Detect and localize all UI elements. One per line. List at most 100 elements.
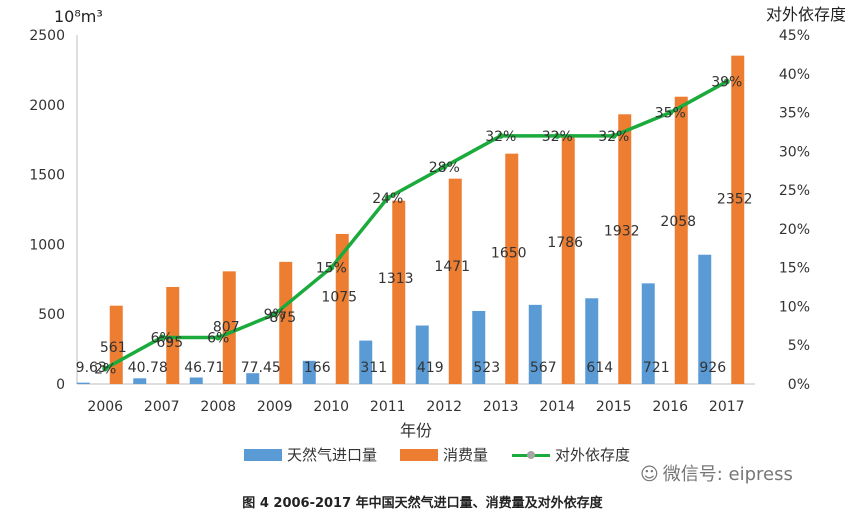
legend-label-import: 天然气进口量: [287, 446, 378, 464]
data-label-consumption: 1075: [321, 289, 357, 305]
legend-label-dependency: 对外依存度: [555, 446, 631, 464]
data-label-consumption: 807: [213, 319, 240, 335]
data-label-consumption: 561: [100, 340, 127, 356]
data-label-dependency: 6%: [151, 330, 173, 346]
data-label-consumption: 1932: [604, 224, 640, 240]
legend-item-consumption: 消费量: [400, 444, 488, 465]
y2-tick-label: 25%: [779, 183, 810, 199]
data-label-dependency: 32%: [598, 129, 629, 145]
data-label-dependency: 6%: [207, 330, 229, 346]
legend-swatch-dependency: [512, 449, 550, 461]
line-point-dependency: [158, 334, 165, 341]
y-tick-label: 1500: [29, 168, 65, 184]
y2-tick-label: 45%: [779, 28, 810, 44]
line-point-dependency: [497, 132, 504, 139]
y2-tick-label: 35%: [779, 106, 810, 122]
data-label-consumption: 1786: [547, 235, 583, 251]
legend-label-consumption: 消费量: [443, 446, 489, 464]
data-label-import: 419: [417, 360, 444, 376]
x-tick-label: 2013: [483, 399, 519, 415]
y2-tick-label: 0%: [788, 377, 810, 393]
x-tick-label: 2007: [144, 399, 180, 415]
line-dependency: [104, 79, 728, 371]
bar-import: [472, 310, 486, 384]
y-axis-title: 10⁸m³: [54, 7, 103, 26]
bar-import: [76, 382, 90, 384]
data-label-consumption: 2058: [660, 214, 696, 230]
x-tick-label: 2014: [539, 399, 575, 415]
data-label-import: 40.78: [128, 360, 168, 376]
data-label-dependency: 28%: [429, 160, 460, 176]
data-label-dependency: 15%: [316, 261, 347, 277]
legend-swatch-consumption: [400, 448, 438, 461]
line-point-dependency: [667, 109, 674, 116]
legend-item-import: 天然气进口量: [244, 444, 377, 465]
line-point-dependency: [328, 264, 335, 271]
watermark: ☺ 微信号: eipress: [640, 460, 793, 486]
bar-consumption: [448, 178, 462, 384]
data-label-dependency: 32%: [542, 129, 573, 145]
data-label-import: 567: [530, 360, 557, 376]
bar-consumption: [731, 55, 745, 385]
x-tick-label: 2016: [652, 399, 688, 415]
data-label-import: 614: [586, 360, 613, 376]
y2-axis-title: 对外依存度: [766, 5, 845, 24]
wechat-icon: ☺: [640, 464, 659, 485]
y-tick-label: 500: [38, 307, 65, 323]
data-label-dependency: 9%: [264, 307, 286, 323]
x-axis-title: 年份: [400, 421, 432, 440]
line-point-dependency: [554, 132, 561, 139]
data-label-consumption: 1471: [434, 259, 470, 275]
x-tick-label: 2012: [426, 399, 462, 415]
bar-consumption: [222, 271, 236, 384]
line-point-dependency: [102, 365, 109, 372]
y2-tick-label: 15%: [779, 261, 810, 277]
y-tick-label: 2500: [29, 28, 65, 44]
y-tick-label: 2000: [29, 98, 65, 114]
bar-import: [585, 298, 599, 384]
y2-tick-label: 20%: [779, 222, 810, 238]
line-point-dependency: [271, 311, 278, 318]
y2-tick-label: 5%: [788, 338, 810, 354]
y-tick-label: 1000: [29, 237, 65, 253]
data-label-import: 311: [360, 360, 387, 376]
x-tick-label: 2009: [257, 399, 293, 415]
x-tick-label: 2017: [709, 399, 745, 415]
data-label-import: 46.71: [184, 360, 224, 376]
line-point-dependency: [215, 334, 222, 341]
bar-consumption: [505, 153, 519, 384]
bar-import: [641, 283, 655, 384]
bar-import: [189, 377, 203, 384]
bar-import: [133, 378, 147, 384]
data-label-consumption: 875: [269, 310, 296, 326]
figure-caption: 图 4 2006-2017 年中国天然气进口量、消费量及对外依存度: [242, 496, 603, 511]
bar-consumption: [279, 261, 293, 384]
line-point-dependency: [441, 163, 448, 170]
data-label-consumption: 1313: [378, 271, 414, 287]
bar-consumption: [674, 96, 688, 385]
bar-import: [302, 360, 316, 384]
line-point-dependency: [610, 132, 617, 139]
data-label-dependency: 24%: [372, 191, 403, 207]
line-point-dependency: [384, 194, 391, 201]
bar-consumption: [392, 200, 406, 384]
data-label-dependency: 39%: [711, 75, 742, 91]
bar-import: [698, 254, 712, 384]
legend-swatch-import: [244, 448, 282, 461]
bar-import: [246, 373, 260, 384]
y2-tick-label: 30%: [779, 144, 810, 160]
watermark-text: 微信号: eipress: [662, 464, 793, 485]
data-label-consumption: 2352: [717, 191, 753, 207]
x-tick-label: 2011: [370, 399, 406, 415]
x-tick-label: 2015: [596, 399, 632, 415]
data-label-import: 77.45: [241, 360, 281, 376]
chart-legend: 天然气进口量 消费量 对外依存度: [0, 444, 845, 466]
bar-import: [415, 325, 429, 384]
y2-tick-label: 40%: [779, 67, 810, 83]
legend-item-dependency: 对外依存度: [512, 444, 630, 465]
bar-consumption: [618, 114, 632, 385]
data-label-consumption: 695: [156, 335, 183, 351]
data-label-import: 523: [473, 360, 500, 376]
y2-tick-label: 10%: [779, 299, 810, 315]
x-tick-label: 2008: [200, 399, 236, 415]
